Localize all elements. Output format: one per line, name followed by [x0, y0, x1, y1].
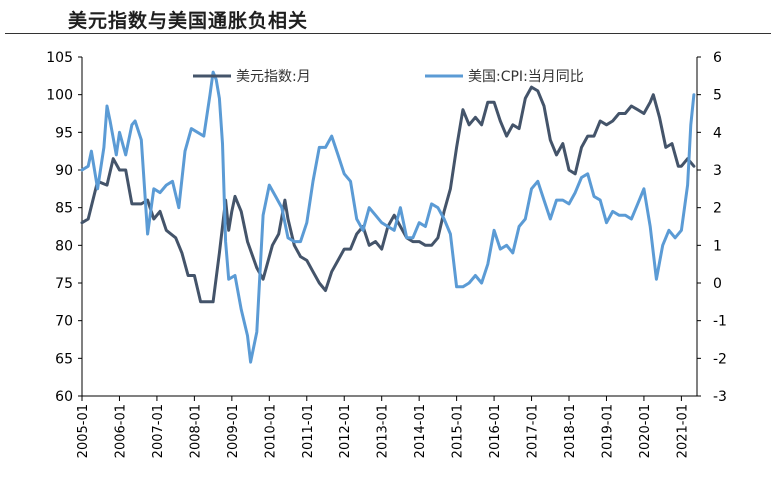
x-tick-label: 2017-01 [526, 404, 541, 458]
left-y-tick-label: 100 [46, 88, 73, 104]
right-y-tick-label: 6 [713, 50, 722, 66]
x-tick-label: 2019-01 [600, 404, 615, 458]
x-tick-label: 2015-01 [451, 404, 466, 458]
x-tick-label: 2010-01 [263, 404, 278, 458]
x-tick-label: 2020-01 [638, 404, 653, 458]
right-y-tick-label: 4 [713, 125, 722, 141]
left-y-tick-labels: 60 65 70 75 80 85 90 95 100 105 [46, 50, 73, 405]
title-divider [5, 33, 771, 34]
series-lines [80, 70, 696, 364]
x-tick-label: 2016-01 [488, 404, 503, 458]
x-tick-label: 2006-01 [113, 404, 128, 458]
legend-label: 美国:CPI:当月同比 [468, 69, 584, 85]
left-y-tick-label: 70 [55, 314, 73, 330]
right-y-tick-label: -2 [713, 351, 727, 367]
right-y-tick-label: 3 [713, 163, 722, 179]
left-y-tick-label: 65 [55, 351, 73, 367]
x-tick-label: 2007-01 [151, 404, 166, 458]
right-y-tick-label: 2 [713, 201, 722, 217]
x-tick-label: 2021-01 [675, 404, 690, 458]
x-tick-label: 2008-01 [188, 404, 203, 458]
legend-label: 美元指数:月 [236, 69, 311, 85]
chart-title: 美元指数与美国通胀负相关 [68, 10, 309, 32]
left-y-tick-label: 105 [46, 50, 73, 66]
axes [78, 56, 701, 401]
left-y-tick-label: 75 [55, 276, 73, 292]
right-y-tick-label: -1 [713, 314, 727, 330]
legend: 美元指数:月 美国:CPI:当月同比 [193, 69, 584, 85]
left-y-tick-label: 85 [55, 201, 73, 217]
series-line-cpi [80, 70, 696, 364]
series-line-dxy [80, 85, 696, 304]
left-y-tick-label: 80 [55, 238, 73, 254]
right-y-tick-label: 5 [713, 88, 722, 104]
right-y-tick-label: 1 [713, 238, 722, 254]
x-tick-labels: 2005-01 2006-01 2007-01 2008-01 2009-01 2010-… [76, 404, 690, 458]
x-tick-label: 2012-01 [338, 404, 353, 458]
right-y-tick-label: 0 [713, 276, 722, 292]
left-y-tick-label: 90 [55, 163, 73, 179]
x-tick-label: 2014-01 [413, 404, 428, 458]
x-tick-label: 2018-01 [563, 404, 578, 458]
left-y-tick-label: 95 [55, 125, 73, 141]
right-y-tick-labels: -3 -2 -1 0 1 2 3 4 5 6 [713, 50, 727, 405]
x-tick-label: 2011-01 [301, 404, 316, 458]
x-tick-label: 2009-01 [226, 404, 241, 458]
x-tick-label: 2005-01 [76, 404, 91, 458]
right-y-tick-label: -3 [713, 389, 727, 405]
x-tick-label: 2013-01 [376, 404, 391, 458]
left-y-tick-label: 60 [55, 389, 73, 405]
